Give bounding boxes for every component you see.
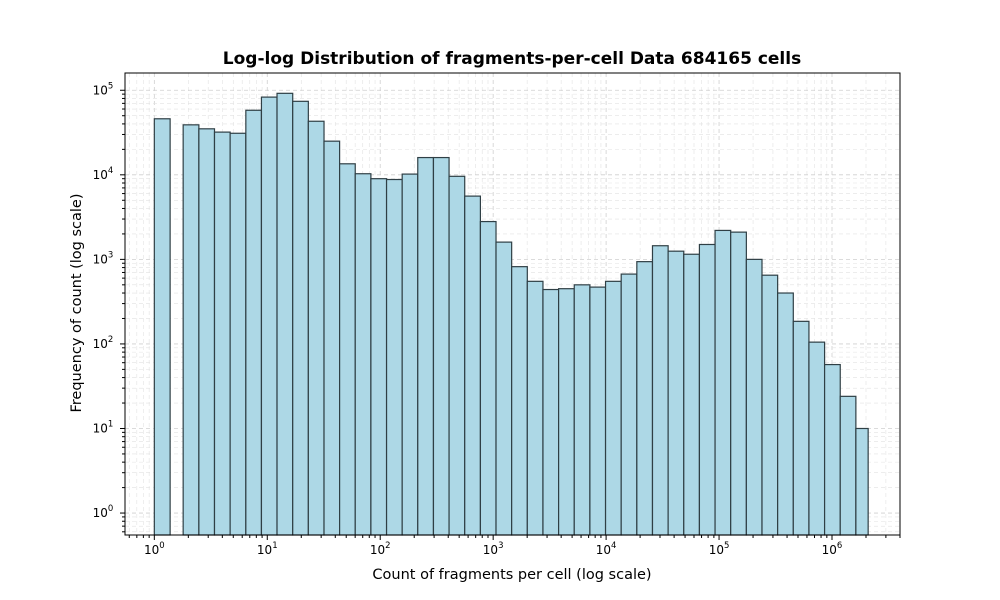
histogram-bar [260, 96, 278, 536]
histogram-bar [698, 243, 716, 536]
histogram-bar [511, 266, 528, 536]
x-tick-label: 101 [257, 541, 278, 557]
histogram-bar [479, 220, 497, 536]
x-tick-label: 102 [370, 541, 391, 557]
histogram-bar [245, 109, 263, 536]
axis-ticks: 100 101 102 103 104 105 106 100 101 102 103 104 105 [93, 81, 901, 557]
histogram-bar [153, 118, 171, 536]
histogram-bar [526, 280, 544, 536]
histogram-bar [495, 241, 513, 536]
y-tick-label: 103 [93, 250, 114, 266]
histogram-bar [855, 427, 869, 536]
y-tick-label: 105 [93, 81, 114, 97]
histogram-bar [198, 128, 216, 536]
y-tick-label: 102 [93, 335, 114, 351]
histogram-bar [339, 163, 356, 536]
histogram-bar [573, 284, 591, 536]
histogram-bar [745, 258, 763, 536]
histogram-bar [620, 273, 638, 536]
histogram-bar [808, 341, 826, 536]
histogram-bar [182, 124, 200, 536]
histogram-bar [432, 156, 450, 536]
x-tick-label: 105 [709, 541, 730, 557]
histogram-bar [823, 363, 841, 536]
y-axis-label: Frequency of count (log scale) [69, 193, 85, 412]
x-tick-label: 103 [483, 541, 504, 557]
histogram-bar [792, 320, 810, 536]
histogram-bar [761, 274, 779, 536]
histogram-bar [714, 229, 732, 536]
chart-title: Log-log Distribution of fragments-per-ce… [223, 49, 801, 69]
x-tick-label: 104 [596, 541, 617, 557]
histogram-bar [213, 131, 231, 536]
x-tick-label: 106 [822, 541, 843, 557]
x-tick-label: 100 [144, 541, 165, 557]
histogram-bar [542, 288, 560, 536]
histogram-bar [636, 261, 654, 536]
histogram-bar [777, 292, 794, 536]
y-tick-label: 100 [93, 504, 114, 520]
histogram-bar [839, 395, 857, 536]
x-axis-label: Count of fragments per cell (log scale) [372, 567, 651, 583]
y-tick-label: 101 [93, 419, 114, 435]
histogram-bar [589, 286, 607, 536]
histogram-bar [385, 178, 403, 536]
histogram-bar [229, 132, 247, 536]
histogram-bar [464, 195, 482, 536]
histogram-bar [307, 120, 325, 536]
histogram-bar [558, 288, 575, 536]
histogram-bar [401, 173, 419, 536]
histogram-bar [276, 92, 294, 536]
histogram-bar [730, 231, 747, 536]
histogram-bar [448, 175, 466, 536]
histogram-bar [323, 140, 341, 536]
histogram-bar [667, 250, 685, 536]
histogram-bar [370, 178, 388, 536]
histogram-bar [292, 100, 309, 536]
histogram-bar [683, 253, 701, 536]
histogram-bar [651, 245, 669, 536]
histogram-bar [417, 156, 435, 536]
y-tick-label: 104 [93, 166, 114, 182]
histogram-bar [604, 280, 622, 536]
histogram-bar [354, 173, 372, 536]
